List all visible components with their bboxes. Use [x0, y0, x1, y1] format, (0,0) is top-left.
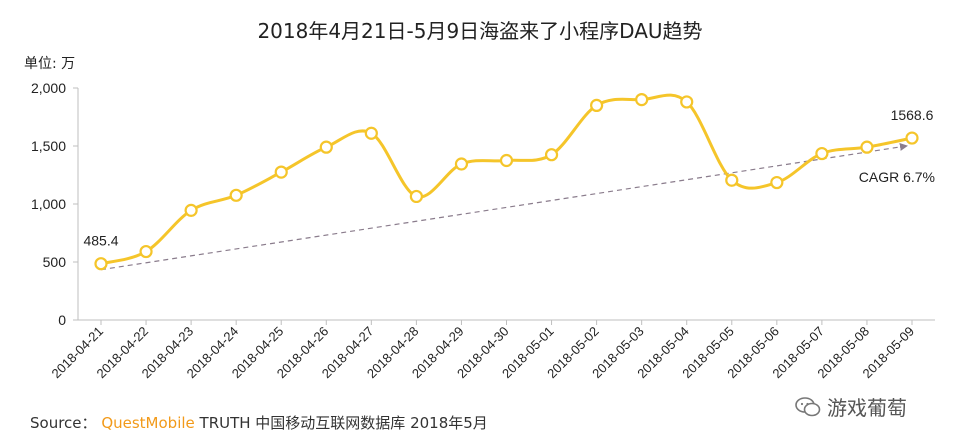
data-point	[770, 175, 784, 190]
cagr-label: CAGR 6.7%	[859, 169, 935, 185]
data-point	[905, 131, 919, 145]
data-point	[725, 173, 739, 187]
data-point	[860, 140, 874, 154]
chart-title: 2018年4月21日-5月9日海盗来了小程序DAU趋势	[257, 19, 702, 43]
trend-arrow	[100, 142, 908, 271]
wechat-icon	[795, 396, 821, 416]
data-point	[274, 165, 288, 179]
data-point	[544, 148, 559, 162]
source-label: Source：	[30, 414, 97, 432]
data-point	[680, 95, 694, 109]
data-point	[364, 126, 378, 140]
data-point	[319, 140, 333, 154]
source-brand: QuestMobile	[101, 414, 195, 432]
y-tick-label: 1,500	[31, 138, 66, 154]
unit-label: 单位: 万	[24, 56, 75, 72]
data-point	[454, 157, 469, 171]
watermark: 游戏葡萄	[795, 392, 907, 421]
axes: 05001,0001,5002,0002018-04-212018-04-222…	[31, 80, 935, 381]
y-tick-label: 500	[43, 254, 67, 270]
series-line	[94, 92, 919, 271]
source-footer: Source： QuestMobile TRUTH 中国移动互联网数据库 201…	[30, 412, 488, 433]
watermark-text: 游戏葡萄	[827, 396, 907, 420]
data-point	[409, 189, 423, 204]
data-point	[815, 146, 829, 161]
data-label: 485.4	[83, 233, 118, 249]
data-labels: 485.4 1568.6	[83, 107, 933, 249]
source-text: TRUTH 中国移动互联网数据库 2018年5月	[194, 414, 488, 432]
dau-series-path	[100, 93, 913, 266]
data-point	[229, 188, 243, 202]
data-point	[590, 98, 604, 113]
data-point	[635, 92, 649, 107]
data-point	[94, 257, 108, 271]
y-tick-label: 1,000	[31, 196, 66, 212]
y-tick-label: 2,000	[31, 80, 66, 96]
data-label: 1568.6	[891, 107, 934, 123]
data-point	[499, 153, 514, 168]
trend-line: CAGR 6.7%	[100, 142, 935, 271]
y-tick-label: 0	[58, 312, 66, 328]
data-point	[184, 203, 198, 217]
data-point	[139, 244, 153, 259]
